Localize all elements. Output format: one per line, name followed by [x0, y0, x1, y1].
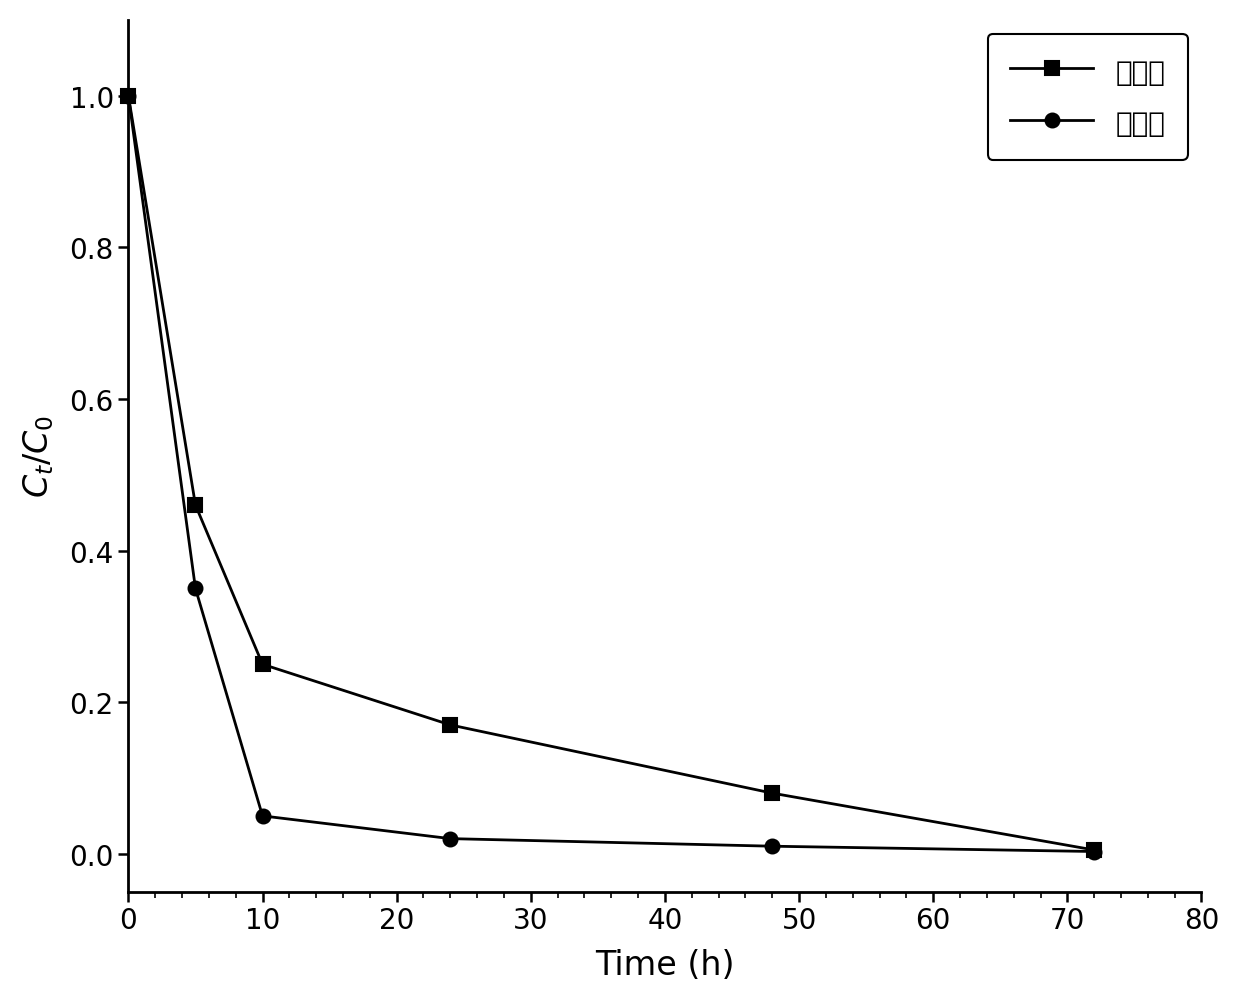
Legend: 无光照, 有光照: 无光照, 有光照: [988, 35, 1188, 160]
有光照: [443, 833, 458, 845]
有光照: [255, 810, 270, 822]
无光照: [765, 788, 780, 800]
Y-axis label: $C_t/C_0$: $C_t/C_0$: [21, 415, 56, 498]
无光照: [255, 658, 270, 670]
有光照: [188, 583, 203, 595]
Line: 有光照: 有光照: [122, 89, 1101, 859]
Line: 无光照: 无光照: [122, 89, 1101, 857]
无光照: [188, 500, 203, 512]
无光照: [443, 719, 458, 731]
无光照: [1086, 844, 1101, 856]
有光照: [765, 841, 780, 853]
有光照: [1086, 846, 1101, 858]
无光照: [122, 90, 136, 102]
X-axis label: Time (h): Time (h): [595, 948, 734, 981]
有光照: [122, 90, 136, 102]
